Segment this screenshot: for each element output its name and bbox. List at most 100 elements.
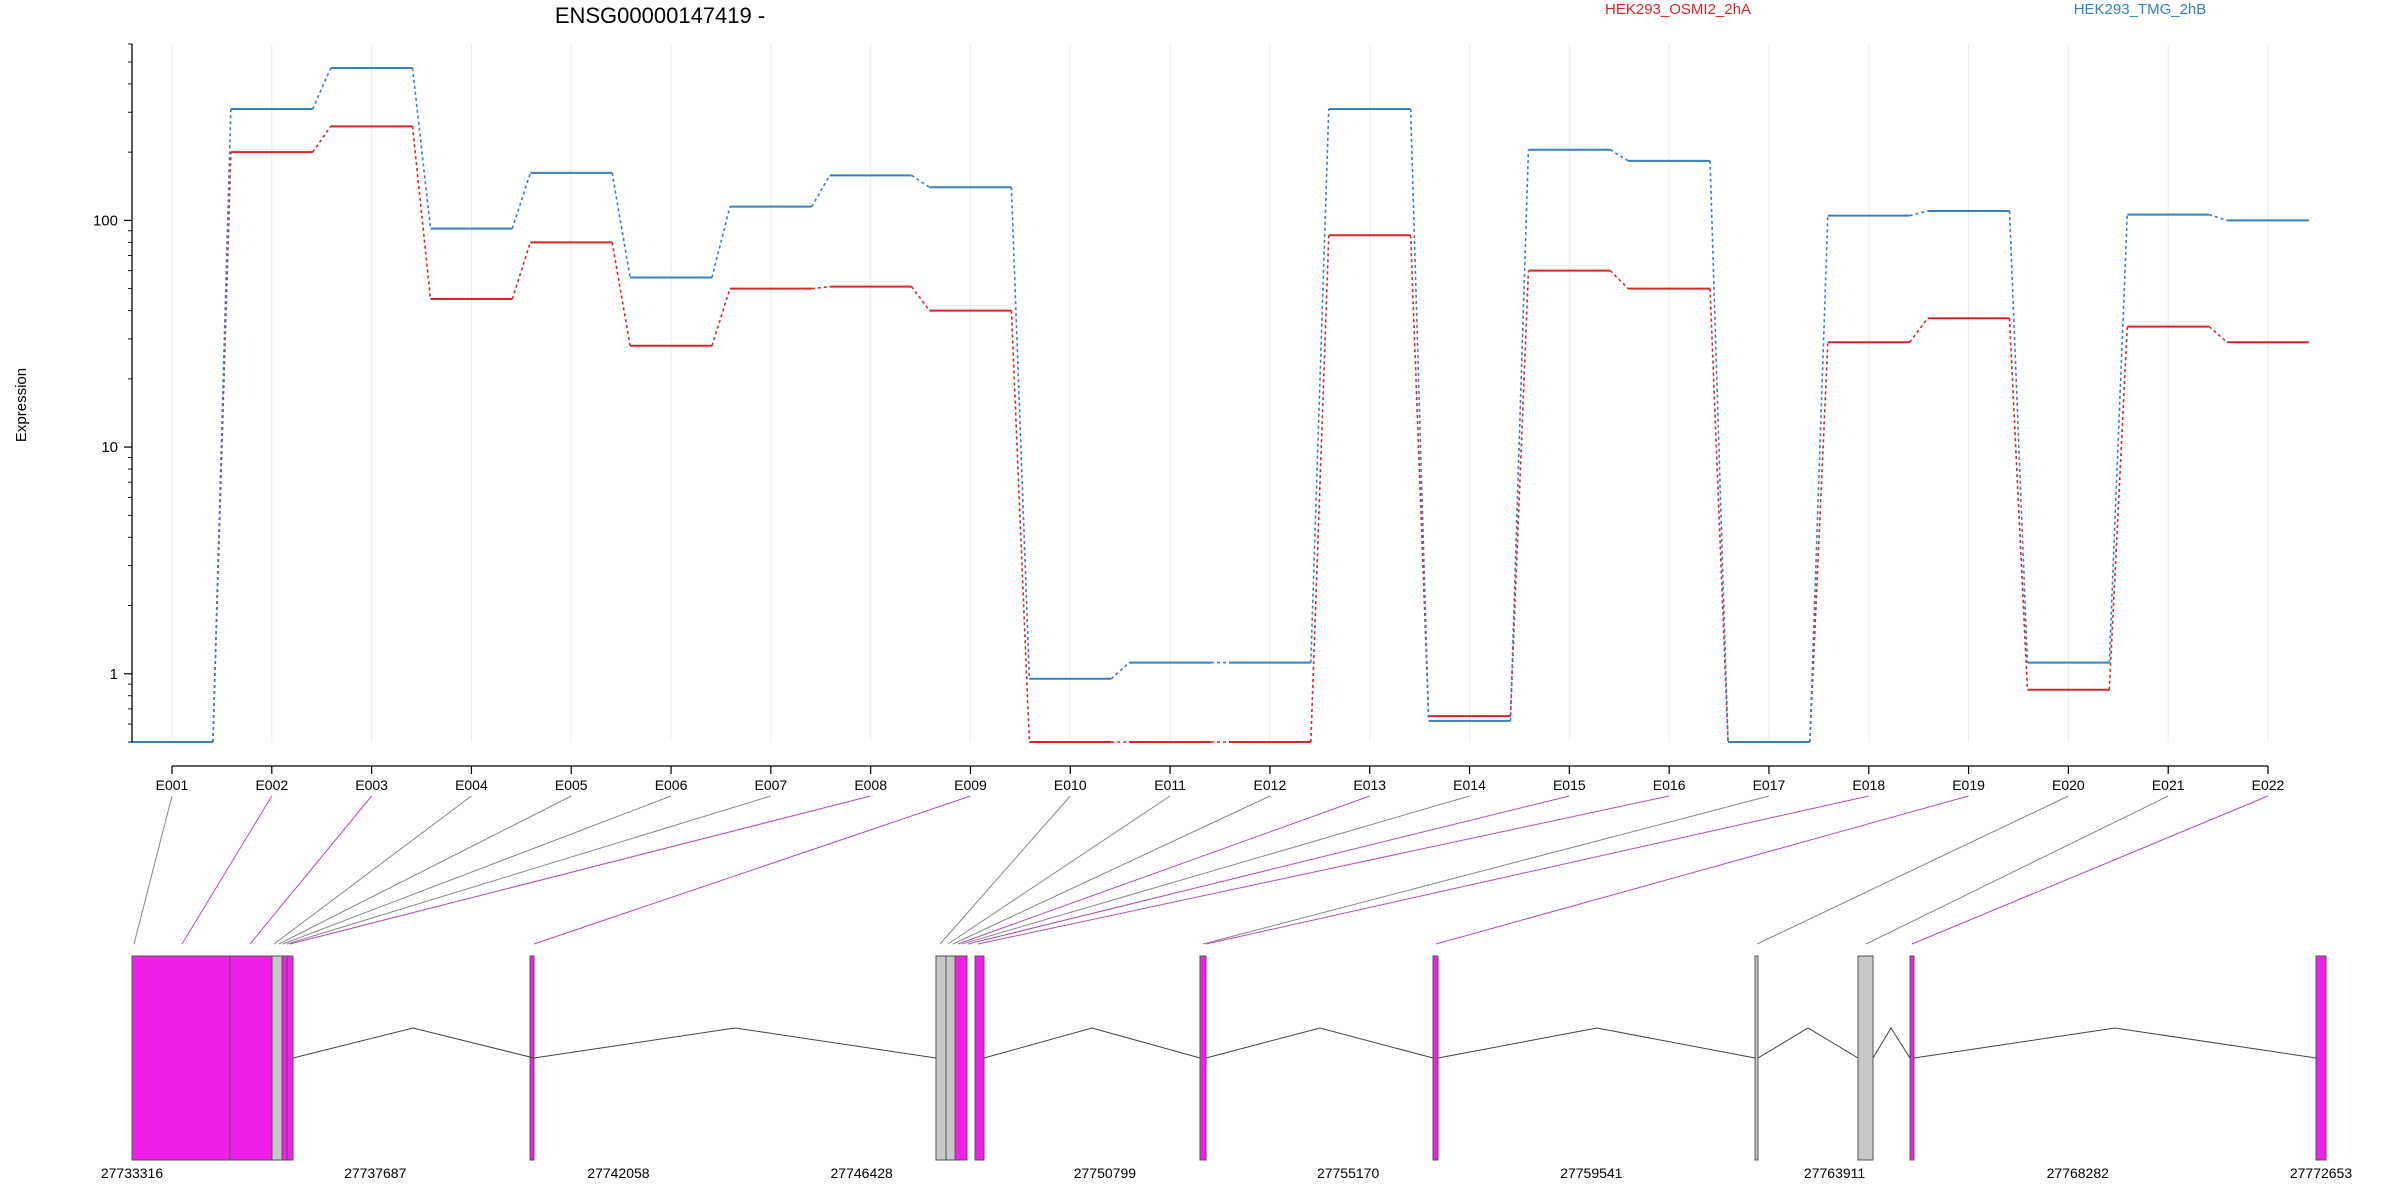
- series-2: [131, 67, 2309, 743]
- exon-block: [954, 955, 968, 1161]
- connector-e018: [1205, 795, 1869, 945]
- exon-block: [281, 955, 288, 1161]
- x-tick-label-e008: E008: [854, 777, 887, 793]
- series-connector: [1409, 235, 1430, 717]
- series-connector: [1909, 317, 1929, 343]
- x-tick-label-e012: E012: [1254, 777, 1287, 793]
- series-connector: [1409, 108, 1430, 721]
- legend-entry-osmi2: HEK293_OSMI2_2hA: [1605, 1, 1751, 18]
- intron-line: [1757, 1027, 1859, 1059]
- coordinate-label: 27737687: [344, 1165, 407, 1181]
- coordinate-label: 27759541: [1560, 1165, 1623, 1181]
- series-connector: [2008, 210, 2029, 663]
- x-tick-label-e020: E020: [2052, 777, 2085, 793]
- intron-line: [1437, 1027, 1756, 1059]
- x-tick-label-e011: E011: [1154, 777, 1186, 793]
- series-connector: [711, 288, 731, 346]
- exon-block: [974, 955, 985, 1161]
- x-tick-label-e006: E006: [655, 777, 688, 793]
- connector-e001: [133, 795, 173, 945]
- x-tick-label-e013: E013: [1353, 777, 1386, 793]
- series-connector: [811, 285, 830, 290]
- series-connector: [1509, 270, 1530, 717]
- exon-block: [2315, 955, 2327, 1161]
- series-connector: [311, 67, 332, 110]
- exon-block: [935, 955, 947, 1161]
- connector-e013: [957, 795, 1370, 945]
- series-connector: [312, 125, 332, 153]
- y-tick-label-1: 1: [110, 666, 118, 683]
- x-tick-label-e004: E004: [455, 777, 488, 793]
- exon-block: [271, 955, 283, 1161]
- series-connector: [911, 174, 930, 188]
- exon-block: [131, 955, 231, 1161]
- connector-e007: [286, 795, 772, 945]
- connector-e022: [1911, 795, 2269, 945]
- intron-line: [292, 1027, 535, 1059]
- x-tick-label-e005: E005: [555, 777, 588, 793]
- intron-line: [533, 1027, 937, 1059]
- series-connector: [2108, 214, 2129, 663]
- exon-block: [1909, 955, 1915, 1161]
- coordinate-label: 27755170: [1317, 1165, 1380, 1181]
- plot-series: [131, 67, 2309, 743]
- series-connector: [1709, 160, 1729, 743]
- series-connector: [1609, 149, 1629, 162]
- connector-e004: [273, 795, 472, 945]
- x-tick-label-e017: E017: [1753, 777, 1786, 793]
- series-connector: [511, 242, 532, 300]
- connector-e021: [1865, 795, 2169, 945]
- x-tick-label-e010: E010: [1054, 777, 1087, 793]
- series-connector: [1310, 235, 1330, 743]
- intron-line: [983, 1027, 1201, 1059]
- x-tick-label-e007: E007: [755, 777, 788, 793]
- x-tick-label-e022: E022: [2252, 777, 2285, 793]
- x-ticks: E001 E002 E003 E004 E005 E006 E007 E008 E009 E010…: [156, 766, 2285, 793]
- x-tick-label-e014: E014: [1453, 777, 1486, 793]
- connector-e011: [947, 795, 1171, 945]
- connector-e005: [278, 795, 572, 945]
- exon-block: [945, 955, 956, 1161]
- series-connector: [1709, 288, 1729, 743]
- series-connector: [411, 67, 432, 229]
- exon-block: [1432, 955, 1439, 1161]
- coordinate-label: 27746428: [831, 1165, 894, 1181]
- coordinate-label: 27733316: [101, 1165, 164, 1181]
- exon-block: [286, 955, 294, 1161]
- axes: [131, 44, 2268, 767]
- series-connector: [811, 174, 831, 208]
- exon-block: [1857, 955, 1874, 1161]
- series-connector: [1909, 210, 1928, 217]
- series-connector: [1609, 270, 1629, 290]
- series-connector: [1509, 149, 1530, 721]
- connector-e015: [967, 795, 1570, 945]
- connector-e003: [249, 795, 373, 945]
- x-tick-label-e001: E001: [156, 777, 189, 793]
- y-ticks: 1 10 100: [93, 43, 132, 743]
- series-1: [131, 125, 2309, 743]
- x-tick-label-e002: E002: [255, 777, 288, 793]
- connector-e016: [977, 795, 1670, 945]
- connector-e010: [939, 795, 1071, 945]
- x-tick-label-e019: E019: [1952, 777, 1985, 793]
- series-connector: [2208, 213, 2228, 222]
- connector-e017: [1202, 795, 1770, 945]
- series-connector: [1310, 108, 1330, 663]
- series-connector: [2208, 325, 2228, 343]
- y-tick-label-100: 100: [93, 212, 118, 229]
- series-connector: [212, 108, 232, 743]
- exon-block: [1754, 955, 1759, 1161]
- series-connector: [910, 286, 931, 312]
- x-tick-label-e009: E009: [954, 777, 987, 793]
- series-connector: [411, 126, 432, 300]
- connector-e014: [961, 795, 1470, 945]
- series-connector: [1110, 662, 1130, 680]
- connector-e020: [1756, 795, 2069, 945]
- series-connector: [1010, 187, 1031, 679]
- coordinate-label: 27763911: [1804, 1165, 1865, 1181]
- x-tick-label-e003: E003: [355, 777, 388, 793]
- coordinate-label: 27768282: [2047, 1165, 2110, 1181]
- series-connector: [2008, 318, 2029, 690]
- connector-e002: [181, 795, 273, 945]
